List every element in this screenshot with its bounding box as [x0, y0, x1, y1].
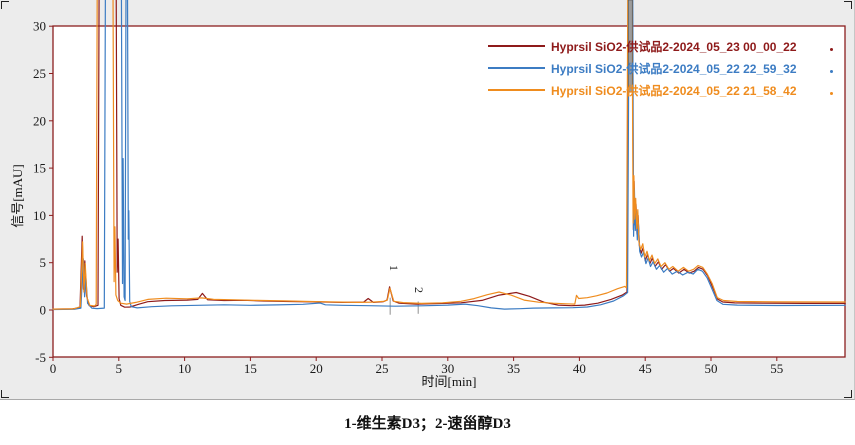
x-tick-label: 35	[507, 361, 520, 376]
x-tick-label: 30	[441, 361, 454, 376]
y-tick-label: 5	[40, 255, 47, 270]
y-tick-label: -5	[35, 350, 46, 365]
x-tick-label: 50	[705, 361, 718, 376]
x-tick-label: 10	[178, 361, 191, 376]
x-axis-title: 时间[min]	[421, 374, 477, 389]
x-tick-label: 55	[770, 361, 783, 376]
y-tick-label: 20	[33, 113, 46, 128]
trace-line-2	[52, 0, 846, 311]
chromatogram-figure: 0 5 10 15 20 25 30 35 40 45 50 55 -5 0 5 10 15 20 25 30 信号[…	[0, 0, 855, 400]
trace-line-3	[52, 0, 846, 310]
peak-number-label: 2	[411, 287, 426, 294]
y-tick-label: 25	[33, 66, 46, 81]
legend-line-sample	[488, 89, 545, 91]
y-axis-title: 信号[mAU]	[10, 164, 25, 228]
legend-row: Hyprsil SiO2-供试品2-2024_05_22 22_59_32	[488, 57, 833, 79]
x-tick-label: 40	[573, 361, 586, 376]
corner-mark-bottom-right	[844, 390, 852, 398]
legend-row: Hyprsil SiO2-供试品2-2024_05_22 21_58_42	[488, 79, 833, 101]
x-tick-label: 45	[639, 361, 652, 376]
corner-mark-top-left	[1, 1, 9, 9]
legend-line-sample	[488, 67, 545, 69]
y-tick-label: 30	[33, 19, 46, 34]
y-tick-label: 0	[40, 303, 47, 318]
legend-label: Hyprsil SiO2-供试品2-2024_05_22 22_59_32	[551, 61, 797, 76]
x-tick-label: 5	[116, 361, 123, 376]
x-tick-label: 20	[310, 361, 323, 376]
legend-end-dot	[830, 48, 833, 51]
legend-label: Hyprsil SiO2-供试品2-2024_05_22 21_58_42	[551, 83, 797, 98]
x-tick-label: 15	[244, 361, 257, 376]
legend-end-dot	[830, 92, 833, 95]
corner-mark-bottom-left	[1, 390, 9, 398]
y-tick-label: 10	[33, 208, 46, 223]
corner-mark-top-right	[844, 1, 852, 9]
peak-marker-bar	[627, 0, 633, 93]
legend-line-sample	[488, 45, 545, 47]
x-tick-label: 25	[376, 361, 389, 376]
legend-label: Hyprsil SiO2-供试品2-2024_05_23 00_00_22	[551, 39, 797, 54]
legend-row: Hyprsil SiO2-供试品2-2024_05_23 00_00_22	[488, 35, 833, 57]
figure-caption: 1-维生素D3；2-速甾醇D3	[0, 400, 855, 445]
chromatogram-plot: 0 5 10 15 20 25 30 35 40 45 50 55 -5 0 5 10 15 20 25 30	[33, 0, 846, 376]
legend-end-dot	[830, 70, 833, 73]
legend: Hyprsil SiO2-供试品2-2024_05_23 00_00_22 Hyp…	[488, 35, 833, 101]
y-tick-label: 15	[33, 161, 46, 176]
x-tick-label: 0	[50, 361, 57, 376]
peak-number-label: 1	[386, 265, 401, 272]
